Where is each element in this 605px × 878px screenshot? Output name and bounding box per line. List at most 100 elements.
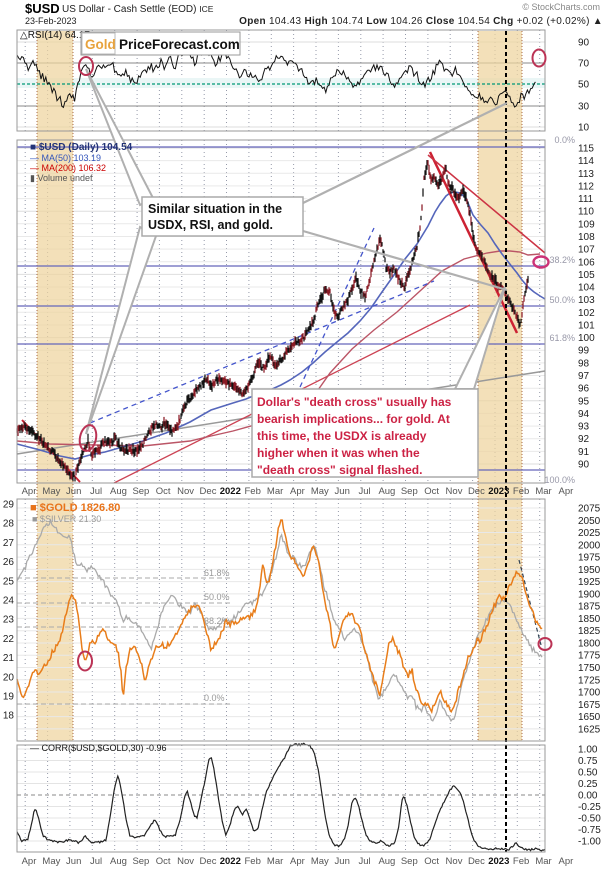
svg-text:1875: 1875 [578,602,601,613]
svg-text:113: 113 [578,169,594,180]
svg-text:23: 23 [3,615,15,626]
svg-text:Oct: Oct [424,486,439,497]
svg-text:Mar: Mar [535,856,551,867]
svg-text:Mar: Mar [267,486,283,497]
svg-text:-1.00: -1.00 [578,837,601,848]
svg-text:2022: 2022 [220,486,241,497]
svg-text:Oct: Oct [156,856,171,867]
svg-text:91: 91 [578,447,590,458]
svg-text:May: May [311,486,329,497]
svg-text:Oct: Oct [424,856,439,867]
svg-text:Nov: Nov [446,486,463,497]
svg-text:108: 108 [578,232,595,243]
svg-text:bearish implications... for go: bearish implications... for gold. At [257,412,450,426]
svg-text:Aug: Aug [378,856,395,867]
svg-text:■ $SILVER 21.30: ■ $SILVER 21.30 [32,514,101,524]
svg-text:this time, the USDX is already: this time, the USDX is already [257,429,427,443]
svg-text:Gold: Gold [85,37,116,52]
svg-text:94: 94 [578,409,590,420]
svg-text:0.0%: 0.0% [204,693,225,703]
svg-text:Sep: Sep [132,856,149,867]
svg-text:Apr: Apr [559,486,574,497]
svg-text:Apr: Apr [290,856,305,867]
svg-text:— MA(50) 103.19: — MA(50) 103.19 [30,153,101,163]
svg-text:— CORR($USD,$GOLD,30) -0.96: — CORR($USD,$GOLD,30) -0.96 [30,743,167,753]
svg-text:■ $USD (Daily) 104.54: ■ $USD (Daily) 104.54 [30,142,133,153]
svg-text:96: 96 [578,384,590,395]
svg-text:Open 104.43 High 104.74 Low: Open 104.43 High 104.74 Low 104.26 Close… [239,16,603,27]
svg-text:27: 27 [3,538,15,549]
svg-text:106: 106 [578,257,595,268]
svg-text:90: 90 [578,38,590,49]
svg-text:38.2%: 38.2% [549,255,575,265]
svg-text:Sep: Sep [401,856,418,867]
svg-text:Apr: Apr [22,856,37,867]
svg-text:May: May [42,486,60,497]
svg-text:92: 92 [578,434,590,445]
svg-text:Dec: Dec [200,486,217,497]
svg-text:23-Feb-2023: 23-Feb-2023 [25,16,77,26]
svg-text:100.0%: 100.0% [544,475,575,485]
svg-text:2000: 2000 [578,540,601,551]
svg-text:Dollar's "death cross" usually: Dollar's "death cross" usually has [257,395,452,409]
svg-text:101: 101 [578,321,595,332]
svg-text:Aug: Aug [110,856,127,867]
svg-text:Jul: Jul [90,486,102,497]
svg-text:Jun: Jun [66,856,81,867]
svg-text:Dec: Dec [468,856,485,867]
svg-text:Nov: Nov [446,856,463,867]
svg-text:■ $GOLD 1826.80: ■ $GOLD 1826.80 [30,502,120,514]
svg-text:1900: 1900 [578,589,601,600]
svg-text:28: 28 [3,519,15,530]
svg-text:Sep: Sep [132,486,149,497]
svg-text:38.2%: 38.2% [204,616,230,626]
svg-text:105: 105 [578,270,595,281]
svg-text:1625: 1625 [578,724,601,735]
svg-text:1675: 1675 [578,700,601,711]
svg-text:1775: 1775 [578,651,601,662]
svg-text:Similar situation in the: Similar situation in the [148,202,282,216]
svg-text:May: May [42,856,60,867]
svg-text:103: 103 [578,295,595,306]
svg-text:114: 114 [578,156,594,167]
svg-text:110: 110 [578,207,594,218]
svg-text:"death cross" signal flashed.: "death cross" signal flashed. [257,463,422,477]
svg-text:107: 107 [578,245,595,256]
svg-text:70: 70 [578,59,590,70]
svg-text:1800: 1800 [578,639,601,650]
svg-text:Jun: Jun [335,856,350,867]
svg-text:Jul: Jul [359,486,371,497]
svg-text:111: 111 [578,194,594,205]
svg-text:Jun: Jun [66,486,81,497]
svg-text:Mar: Mar [535,486,551,497]
svg-text:61.8%: 61.8% [549,333,575,343]
svg-text:Jun: Jun [335,486,350,497]
svg-text:Apr: Apr [290,486,305,497]
svg-text:1825: 1825 [578,626,601,637]
svg-text:Nov: Nov [177,486,194,497]
svg-text:Dec: Dec [468,486,485,497]
svg-text:100: 100 [578,333,595,344]
svg-text:Feb: Feb [513,486,529,497]
svg-text:21: 21 [3,653,15,664]
svg-text:0.25: 0.25 [578,779,598,790]
svg-text:109: 109 [578,219,595,230]
svg-text:Feb: Feb [245,486,261,497]
svg-text:1925: 1925 [578,577,601,588]
svg-text:1650: 1650 [578,712,601,723]
svg-text:2022: 2022 [220,856,241,867]
svg-text:$USD: $USD [25,1,60,16]
svg-text:1975: 1975 [578,553,601,564]
svg-text:1750: 1750 [578,663,601,674]
svg-text:0.00: 0.00 [578,791,598,802]
svg-text:2075: 2075 [578,504,601,515]
svg-text:PriceForecast.com: PriceForecast.com [119,37,240,52]
svg-text:-0.50: -0.50 [578,814,601,825]
svg-text:Aug: Aug [378,486,395,497]
svg-text:0.0%: 0.0% [554,135,575,145]
svg-text:▮ Volume undef: ▮ Volume undef [30,173,93,183]
svg-text:0.50: 0.50 [578,768,598,779]
svg-text:95: 95 [578,396,590,407]
svg-text:18: 18 [3,711,15,722]
svg-text:50.0%: 50.0% [204,592,230,602]
